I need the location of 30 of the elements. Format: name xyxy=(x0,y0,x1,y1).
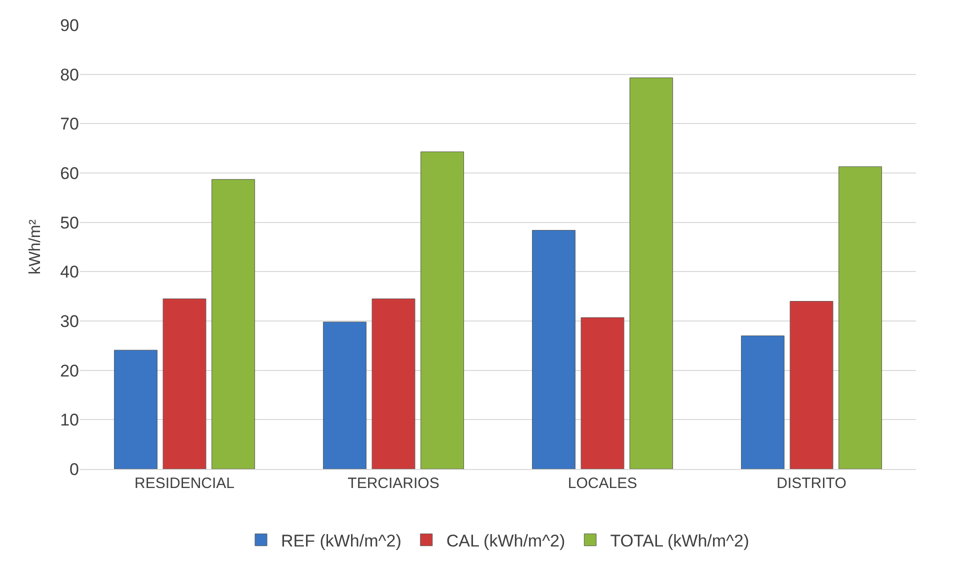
bar xyxy=(630,78,673,469)
y-tick-label: 30 xyxy=(60,312,79,331)
y-tick-label: 60 xyxy=(60,164,79,183)
bar xyxy=(532,230,576,469)
y-tick-label: 40 xyxy=(60,262,79,282)
x-tick-label: TERCIARIOS xyxy=(348,475,440,492)
y-tick-label: 70 xyxy=(60,114,79,134)
y-tick-label: 20 xyxy=(60,361,79,380)
y-tick-label: 90 xyxy=(60,16,79,35)
bar xyxy=(838,166,882,469)
bar xyxy=(212,179,255,469)
y-tick-label: 50 xyxy=(60,213,79,232)
legend-label: REF (kWh/m^2) xyxy=(281,531,402,550)
x-tick-label: LOCALES xyxy=(568,475,638,492)
bar xyxy=(162,298,206,469)
bar xyxy=(372,298,416,469)
x-tick-label: DISTRITO xyxy=(776,475,846,492)
y-tick-label: 0 xyxy=(70,460,79,479)
y-axis-title: kWh/m² xyxy=(26,218,44,275)
bar xyxy=(741,336,784,469)
bar xyxy=(580,317,624,469)
y-tick-label: 10 xyxy=(60,410,79,430)
x-tick-label: RESIDENCIAL xyxy=(134,475,235,492)
legend-label: CAL (kWh/m^2) xyxy=(446,531,566,550)
y-tick-label: 80 xyxy=(60,65,79,84)
bar xyxy=(420,152,464,469)
bar xyxy=(790,301,834,469)
legend-label: TOTAL (kWh/m^2) xyxy=(610,531,750,550)
bar xyxy=(114,350,158,469)
bar xyxy=(323,322,366,469)
